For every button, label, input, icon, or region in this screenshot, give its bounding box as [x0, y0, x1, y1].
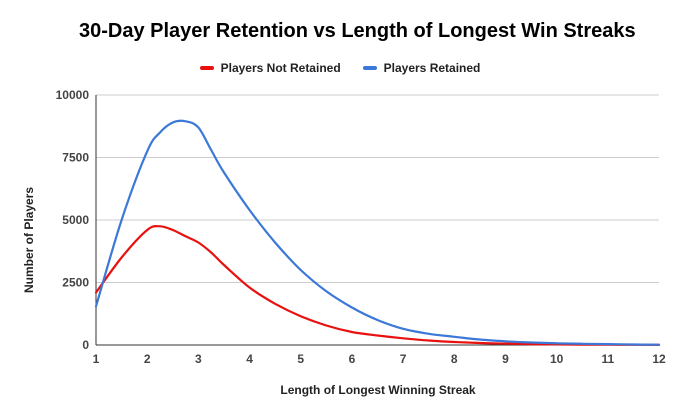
x-tick-label: 10	[550, 352, 564, 366]
legend-item-not-retained[interactable]: Players Not Retained	[199, 60, 341, 76]
y-tick-label: 5000	[62, 213, 89, 227]
x-tick-label: 8	[451, 352, 458, 366]
x-tick-label: 6	[349, 352, 356, 366]
series-line-retained	[94, 119, 661, 346]
y-tick-label: 2500	[62, 276, 89, 290]
y-tick-label: 10000	[56, 88, 90, 102]
x-tick-label: 12	[652, 352, 666, 366]
x-tick-label: 9	[502, 352, 509, 366]
y-tick-label: 7500	[62, 151, 89, 165]
x-tick-label: 4	[246, 352, 253, 366]
legend-label-not-retained: Players Not Retained	[220, 61, 341, 75]
x-tick-label: 1	[93, 352, 100, 366]
x-tick-label: 2	[144, 352, 151, 366]
x-axis-title: Length of Longest Winning Streak	[280, 383, 476, 397]
legend-label-retained: Players Retained	[383, 61, 481, 75]
chart-legend: Players Not Retained Players Retained	[0, 60, 680, 76]
x-tick-label: 3	[195, 352, 202, 366]
y-tick-label: 0	[82, 338, 89, 352]
x-tick-label: 11	[601, 352, 614, 366]
y-axis-title: Number of Players	[22, 187, 36, 293]
series-line-not-retained	[94, 225, 661, 346]
legend-swatch-not-retained	[199, 66, 214, 70]
x-tick-label: 7	[400, 352, 407, 366]
chart-title: 30-Day Player Retention vs Length of Lon…	[79, 20, 636, 42]
legend-swatch-retained	[362, 66, 377, 70]
legend-item-retained[interactable]: Players Retained	[362, 60, 481, 76]
x-tick-label: 5	[297, 352, 304, 366]
